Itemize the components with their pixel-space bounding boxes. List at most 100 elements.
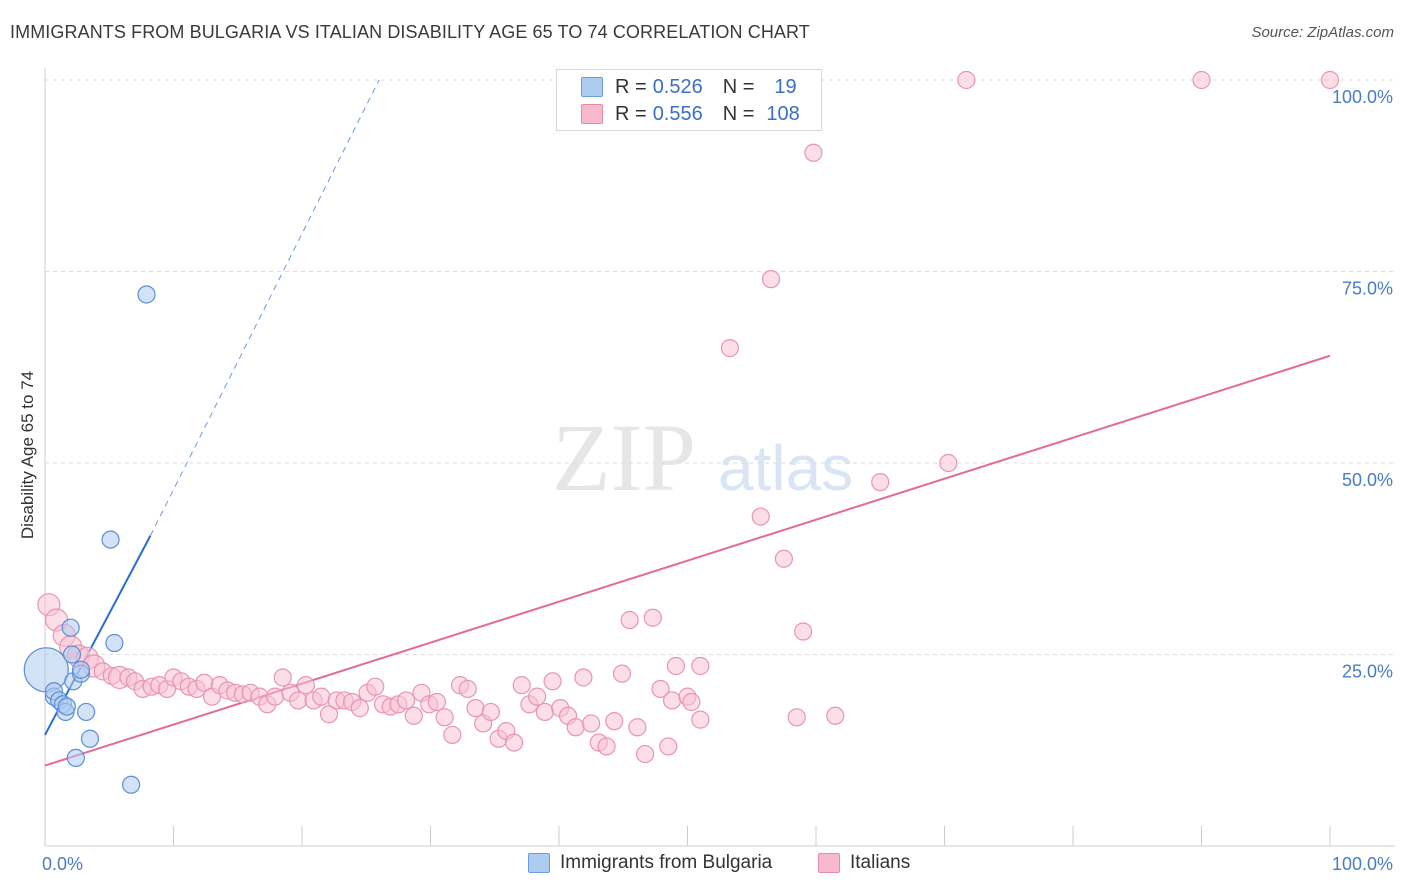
italians-point bbox=[512, 676, 531, 695]
legend-swatch-bulgaria bbox=[581, 77, 603, 97]
italians-point bbox=[404, 706, 423, 725]
italians-point bbox=[366, 677, 385, 696]
bulgaria-point bbox=[77, 702, 96, 722]
italians-point bbox=[826, 706, 845, 725]
n-label: N = bbox=[722, 75, 755, 98]
italians-point bbox=[662, 691, 682, 710]
gridlines bbox=[45, 79, 1395, 655]
italians-point bbox=[643, 608, 662, 627]
bulgaria-point bbox=[66, 748, 85, 768]
series-name-italians: Italians bbox=[850, 852, 911, 873]
bulgaria-point bbox=[137, 285, 156, 304]
series-name-bulgaria: Immigrants from Bulgaria bbox=[560, 852, 773, 873]
n-label: N = bbox=[722, 102, 755, 125]
chart-title: IMMIGRANTS FROM BULGARIA VS ITALIAN DISA… bbox=[10, 22, 810, 42]
bulgaria-point bbox=[57, 697, 76, 716]
italians-point bbox=[787, 708, 806, 727]
y-tick-label: 75.0% bbox=[1342, 279, 1393, 299]
tick-labels: 25.0% 50.0% 75.0% 100.0% 0.0% 100.0% bbox=[42, 87, 1393, 874]
data-points bbox=[23, 70, 1340, 794]
watermark-zip: ZIP bbox=[552, 404, 696, 511]
italians-point bbox=[319, 705, 339, 724]
italians-point bbox=[774, 549, 793, 568]
italians-point bbox=[620, 610, 639, 630]
source-label: Source: ZipAtlas.com bbox=[1251, 24, 1394, 41]
italians-point bbox=[651, 679, 670, 699]
italians-point bbox=[443, 725, 462, 745]
series-swatch-italians bbox=[818, 853, 840, 873]
italians-point bbox=[1320, 70, 1340, 90]
bulgaria-point bbox=[80, 729, 100, 748]
italians-point bbox=[682, 692, 701, 712]
r-value-italians: 0.556 bbox=[652, 102, 703, 125]
x-tick-label: 0.0% bbox=[42, 854, 83, 874]
italians-point bbox=[1192, 70, 1211, 90]
italians-point bbox=[582, 714, 601, 733]
italians-point bbox=[466, 699, 485, 718]
bulgaria-point bbox=[23, 647, 69, 693]
r-label: R = bbox=[615, 102, 647, 125]
italians-point bbox=[871, 473, 890, 492]
bulgaria-point bbox=[105, 633, 124, 653]
n-value-italians: 108 bbox=[766, 102, 800, 125]
italians-point bbox=[265, 687, 285, 706]
italians-point bbox=[691, 656, 710, 676]
italians-point bbox=[691, 710, 710, 729]
legend-row-italians: R = 0.556 N = 108 bbox=[581, 101, 800, 127]
bulgaria-point bbox=[101, 530, 120, 549]
italians-point bbox=[720, 339, 740, 358]
italians-point bbox=[435, 708, 454, 727]
italians-point bbox=[628, 718, 647, 737]
italians-point bbox=[528, 687, 547, 706]
italians-point bbox=[612, 664, 632, 683]
bulgaria-point bbox=[71, 660, 91, 679]
italians-point bbox=[535, 702, 554, 722]
x-tick-label: 100.0% bbox=[1332, 854, 1393, 874]
italians-point bbox=[312, 687, 331, 706]
bulgaria-point bbox=[62, 645, 82, 664]
italians-point bbox=[566, 718, 585, 737]
legend-row-bulgaria: R = 0.526 N = 19 bbox=[581, 74, 797, 100]
italians-point bbox=[659, 737, 678, 756]
y-axis-label: Disability Age 65 to 74 bbox=[18, 371, 37, 539]
bulgaria-point bbox=[121, 775, 141, 794]
italians-point bbox=[957, 70, 976, 90]
italians-point bbox=[939, 453, 958, 473]
italians-point bbox=[574, 668, 593, 687]
watermark: ZIP atlas bbox=[552, 404, 853, 511]
italians-point bbox=[504, 733, 524, 752]
r-value-bulgaria: 0.526 bbox=[652, 75, 703, 98]
italians-point bbox=[296, 676, 315, 695]
bulgaria-trend-extension bbox=[149, 79, 380, 536]
stats-legend: R = 0.526 N = 19 R = 0.556 N = 108 bbox=[556, 69, 822, 131]
series-legend-italians: Italians bbox=[818, 852, 910, 874]
italians-point bbox=[597, 737, 616, 756]
italians-point bbox=[666, 656, 686, 676]
series-legend: Immigrants from Bulgaria Italians bbox=[0, 852, 1406, 878]
italians-point bbox=[751, 507, 770, 526]
italians-point bbox=[427, 692, 447, 712]
y-tick-label: 100.0% bbox=[1332, 87, 1393, 107]
italians-point bbox=[458, 679, 477, 699]
italians-point bbox=[794, 622, 813, 641]
italians-point bbox=[273, 668, 292, 687]
n-value-bulgaria: 19 bbox=[774, 75, 797, 98]
italians-point bbox=[804, 143, 823, 162]
y-tick-label: 25.0% bbox=[1342, 662, 1393, 682]
r-label: R = bbox=[615, 75, 647, 98]
series-swatch-bulgaria bbox=[528, 853, 550, 873]
legend-swatch-italians bbox=[581, 104, 603, 124]
italians-point bbox=[481, 702, 500, 722]
italians-point bbox=[605, 712, 624, 731]
italians-point bbox=[635, 744, 655, 764]
bulgaria-point bbox=[61, 618, 80, 637]
series-legend-bulgaria: Immigrants from Bulgaria bbox=[528, 852, 772, 874]
italians-point bbox=[350, 699, 369, 718]
axes bbox=[44, 68, 1395, 847]
y-tick-label: 50.0% bbox=[1342, 470, 1393, 490]
italians-point bbox=[396, 691, 416, 710]
italians-point bbox=[761, 270, 781, 289]
italians-point bbox=[543, 672, 562, 691]
italians-point bbox=[289, 691, 308, 710]
